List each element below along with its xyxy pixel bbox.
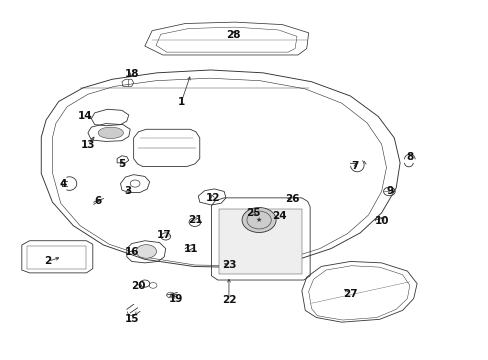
Text: 13: 13 [81,140,95,150]
Text: 11: 11 [183,244,198,253]
Text: 20: 20 [131,282,145,292]
Text: 2: 2 [44,256,51,266]
Text: 26: 26 [285,194,299,203]
Text: 3: 3 [124,186,131,197]
Text: 19: 19 [169,294,183,303]
Text: 6: 6 [94,197,101,206]
Text: 16: 16 [124,247,139,257]
Text: 4: 4 [60,179,67,189]
Text: 24: 24 [272,211,286,221]
Text: 5: 5 [118,159,125,169]
Text: 7: 7 [351,161,358,171]
Text: 8: 8 [406,152,412,162]
Text: 25: 25 [245,208,260,218]
Text: 10: 10 [374,216,388,226]
Text: 23: 23 [221,260,236,270]
Text: 18: 18 [124,68,139,78]
Text: 12: 12 [205,193,220,203]
Ellipse shape [136,245,156,258]
Text: 27: 27 [343,289,357,298]
Text: 15: 15 [124,314,139,324]
Text: 9: 9 [386,186,393,197]
Text: 22: 22 [221,295,236,305]
Text: ★: ★ [255,217,262,223]
Polygon shape [219,208,301,274]
Circle shape [242,207,276,233]
Text: 28: 28 [226,30,241,40]
Text: 1: 1 [177,97,184,107]
Text: 21: 21 [187,215,202,225]
Ellipse shape [98,127,123,139]
Text: 14: 14 [78,111,92,121]
Text: 17: 17 [157,230,171,240]
